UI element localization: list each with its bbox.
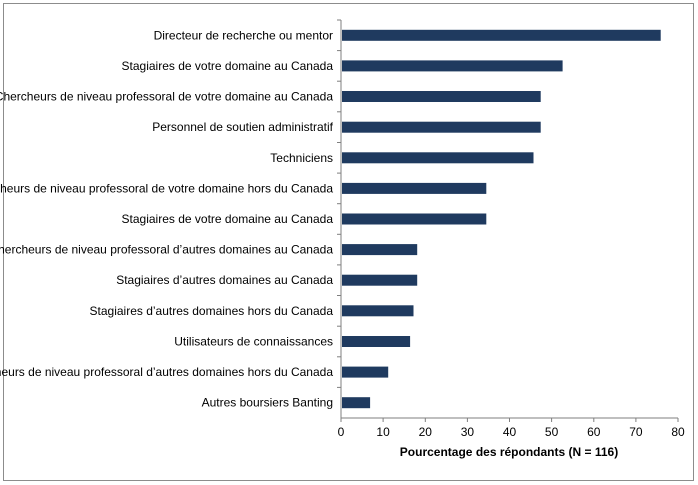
x-tick-label: 0 bbox=[338, 425, 345, 439]
bars-group bbox=[342, 29, 661, 409]
bar bbox=[342, 305, 414, 317]
category-label: Chercheurs de niveau professoral d’autre… bbox=[0, 243, 333, 257]
x-tick-label: 80 bbox=[671, 425, 685, 439]
category-label: Personnel de soutien administratif bbox=[152, 120, 333, 134]
category-label: Autres boursiers Banting bbox=[202, 396, 333, 410]
x-tick-label: 50 bbox=[545, 425, 559, 439]
bar bbox=[342, 397, 371, 409]
bar bbox=[342, 244, 418, 256]
category-label: Directeur de recherche ou mentor bbox=[154, 28, 333, 42]
category-label: Stagiaires de votre domaine au Canada bbox=[122, 212, 334, 226]
category-label: Chercheurs de niveau professoral d’autre… bbox=[0, 365, 333, 379]
x-tick-label: 10 bbox=[376, 425, 390, 439]
bar bbox=[342, 182, 487, 194]
bar bbox=[342, 152, 534, 164]
bar bbox=[342, 121, 541, 133]
category-label: Chercheurs de niveau professoral de votr… bbox=[0, 181, 333, 195]
bar bbox=[342, 60, 563, 72]
bar bbox=[342, 274, 418, 286]
category-label: Utilisateurs de connaissances bbox=[174, 335, 333, 349]
y-ticks-group bbox=[337, 19, 341, 388]
bar bbox=[342, 336, 411, 347]
x-tick-label: 60 bbox=[587, 425, 601, 439]
category-labels-group: Directeur de recherche ou mentor Stagiair… bbox=[0, 28, 334, 409]
x-tick-label: 70 bbox=[629, 425, 643, 439]
category-label: Stagiaires de votre domaine au Canada bbox=[122, 59, 334, 73]
x-ticks-group: 0 10 20 30 40 50 60 70 80 bbox=[338, 418, 685, 439]
category-label: Chercheurs de niveau professoral de votr… bbox=[0, 90, 333, 104]
bar bbox=[342, 213, 487, 225]
bar bbox=[342, 366, 389, 378]
x-axis-title: Pourcentage des répondants (N = 116) bbox=[400, 445, 618, 459]
category-label: Stagiaires d’autres domaines hors du Can… bbox=[90, 304, 334, 318]
x-tick-label: 30 bbox=[461, 425, 475, 439]
x-tick-label: 40 bbox=[503, 425, 517, 439]
x-tick-label: 20 bbox=[419, 425, 433, 439]
category-label: Techniciens bbox=[270, 151, 333, 165]
category-label: Stagiaires d’autres domaines au Canada bbox=[116, 273, 333, 287]
bar bbox=[342, 29, 661, 41]
bar bbox=[342, 91, 541, 102]
